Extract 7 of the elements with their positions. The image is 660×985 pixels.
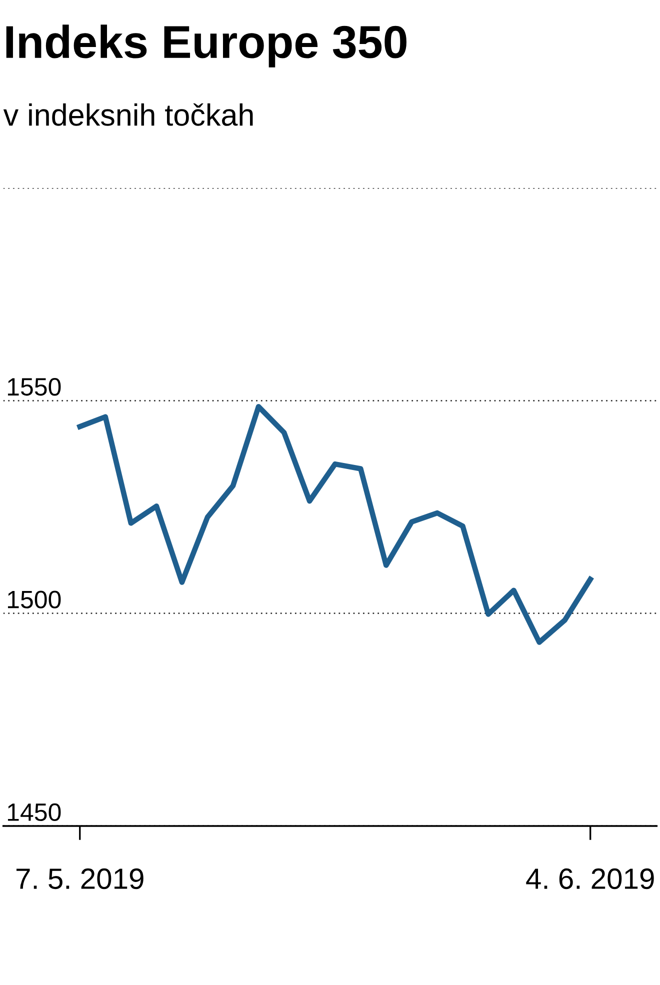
- y-tick-label: 1500: [8, 590, 61, 608]
- x-tick-label: 7. 5. 2019: [16, 868, 144, 890]
- x-tick-label: 4. 6. 2019: [526, 868, 654, 890]
- y-tick-label: 1450: [8, 803, 61, 822]
- y-tick-label: 1550: [8, 378, 61, 396]
- chart-title: Indeks Europe 350: [6, 24, 406, 68]
- chart-subtitle: v indeksnih točkah: [3, 103, 253, 126]
